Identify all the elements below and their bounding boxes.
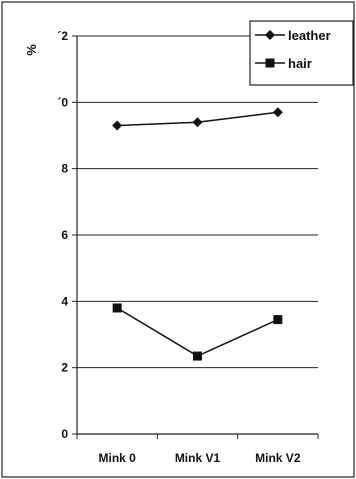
y-tick-label: ´2 xyxy=(57,29,68,43)
legend-box xyxy=(249,20,354,86)
x-tick-labels: Mink 0 Mink V1 Mink V2 xyxy=(98,451,300,465)
legend: leather hair xyxy=(249,20,354,86)
y-tick-label: 0 xyxy=(61,427,68,441)
legend-label: hair xyxy=(288,56,312,71)
series-hair xyxy=(112,303,283,361)
legend-item-hair: hair xyxy=(255,56,312,71)
x-tick-label: Mink 0 xyxy=(98,451,136,465)
axes xyxy=(76,36,319,439)
data-point-leather xyxy=(272,107,283,118)
data-point-leather xyxy=(112,120,123,131)
series-line-hair xyxy=(116,307,279,357)
y-tick-label: 6 xyxy=(61,228,68,242)
legend-marker xyxy=(265,30,275,40)
y-tick-labels: 0 2 4 6 8 ´0 ´2 xyxy=(57,29,68,441)
series-leather xyxy=(112,107,283,131)
y-tick-label: 4 xyxy=(61,294,68,308)
y-tick-label: 8 xyxy=(61,162,68,176)
legend-marker xyxy=(265,58,275,68)
legend-item-leather: leather xyxy=(255,28,331,43)
x-tick-label: Mink V2 xyxy=(255,451,301,465)
x-tick-label: Mink V1 xyxy=(175,451,221,465)
y-tick-label: ´0 xyxy=(57,95,68,109)
data-point-leather xyxy=(192,117,203,128)
data-point-hair xyxy=(112,303,122,313)
data-point-hair xyxy=(273,315,283,325)
y-tick-label: 2 xyxy=(61,361,68,375)
gridlines xyxy=(72,35,318,435)
series-lines xyxy=(112,107,283,361)
y-axis-label: % xyxy=(24,44,39,56)
legend-label: leather xyxy=(288,28,331,43)
data-point-hair xyxy=(193,351,202,361)
